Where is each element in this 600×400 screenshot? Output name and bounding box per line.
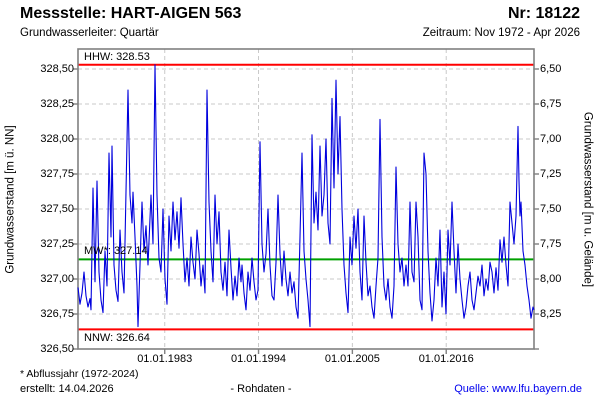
y-tick-label-left: 328,00 <box>40 132 74 145</box>
source-link[interactable]: Quelle: www.lfu.bayern.de <box>454 383 582 395</box>
x-tick-label: 01.01.1983 <box>137 353 193 365</box>
raw-data-label: - Rohdaten - <box>230 383 292 395</box>
y-axis-title-left: Grundwasserstand [m ü. NN] <box>4 125 17 274</box>
y-tick-label-left: 327,00 <box>40 272 74 285</box>
y-tick-label-left: 328,50 <box>40 62 74 75</box>
footnote-abflussjahr: * Abflussjahr (1972-2024) <box>20 368 139 380</box>
ref-label-mw: MW*: 327.14 <box>84 245 148 258</box>
x-tick-label: 01.01.2005 <box>324 353 380 365</box>
aquifer-label: Grundwasserleiter: Quartär <box>20 27 159 39</box>
x-tick-label: 01.01.1994 <box>230 353 287 365</box>
y-tick-label-right: 7,75 <box>540 237 562 250</box>
y-tick-label-right: 6,75 <box>540 97 562 110</box>
y-tick-label-left: 327,50 <box>40 202 74 215</box>
y-tick-label-left: 327,75 <box>40 167 74 180</box>
y-tick-label-right: 8,25 <box>540 307 562 320</box>
plot-frame <box>77 48 535 350</box>
ref-label-hhw: HHW: 328.53 <box>84 50 150 63</box>
y-axis-title-right: Grundwasserstand [m u. Gelände] <box>581 111 594 288</box>
y-tick-label-right: 7,25 <box>540 167 562 180</box>
page-title: Messstelle: HART-AIGEN 563 <box>20 5 242 22</box>
y-tick-label-right: 8,00 <box>540 272 562 285</box>
station-number: Nr: 18122 <box>507 5 580 22</box>
y-tick-label-right: 6,50 <box>540 62 562 75</box>
x-tick-label: 01.01.2016 <box>418 353 474 365</box>
y-tick-label-right: 7,50 <box>540 202 562 215</box>
created-date-label: erstellt: 14.04.2026 <box>20 383 114 395</box>
ref-label-nnw: NNW: 326.64 <box>84 332 150 345</box>
time-range-label: Zeitraum: Nov 1972 - Apr 2026 <box>422 27 580 39</box>
y-tick-label-left: 326,75 <box>40 307 74 320</box>
groundwater-level-series <box>77 64 535 328</box>
y-tick-label-left: 326,50 <box>40 342 74 355</box>
y-tick-label-left: 328,25 <box>40 97 74 110</box>
y-tick-label-left: 327,25 <box>40 237 74 250</box>
y-tick-label-right: 7,00 <box>540 132 562 145</box>
